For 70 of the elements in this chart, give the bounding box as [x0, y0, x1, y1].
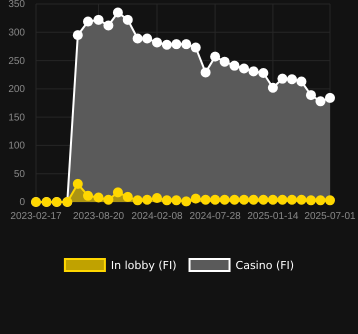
point [296, 194, 306, 205]
point [142, 34, 152, 44]
point [306, 195, 316, 206]
y-tick-label: 50 [14, 168, 26, 180]
point [103, 20, 114, 30]
point [268, 194, 278, 205]
legend-label: In lobby (FI) [110, 259, 177, 272]
point [171, 39, 182, 50]
point [239, 63, 250, 74]
point [142, 194, 152, 205]
point [229, 60, 240, 71]
y-tick-label: 200 [8, 84, 26, 96]
point [306, 90, 316, 100]
x-tick-label: 2025-07-01 [304, 211, 356, 222]
point [112, 7, 123, 18]
point [200, 194, 211, 205]
point [162, 40, 172, 50]
point [94, 192, 104, 202]
point [315, 96, 326, 106]
point [72, 178, 83, 189]
point [112, 187, 123, 198]
x-tick-label: 2023-08-20 [72, 211, 125, 222]
legend-label: Casino (FI) [236, 259, 294, 272]
point [277, 194, 288, 205]
point [286, 74, 297, 84]
y-tick-label: 350 [8, 0, 26, 10]
point [181, 196, 192, 206]
point [248, 66, 259, 76]
point [229, 194, 240, 205]
point [239, 194, 250, 205]
point [210, 194, 220, 205]
x-tick-label: 2025-01-14 [247, 211, 299, 222]
point [268, 82, 278, 93]
point [277, 74, 288, 84]
point [296, 76, 306, 87]
point [258, 68, 268, 78]
point [132, 195, 143, 206]
point [132, 34, 143, 44]
point [94, 14, 104, 25]
point [325, 195, 335, 206]
point [122, 14, 133, 25]
point [181, 39, 192, 50]
y-tick-label: 300 [8, 27, 26, 38]
point [171, 195, 182, 206]
point [103, 194, 114, 205]
point [83, 16, 93, 27]
point [190, 194, 201, 204]
point [220, 56, 230, 67]
x-tick-label: 2024-07-28 [190, 211, 242, 222]
y-tick-label: 250 [8, 56, 26, 67]
point [248, 194, 259, 205]
point [122, 192, 133, 202]
point [286, 194, 297, 205]
point [162, 195, 172, 206]
point [325, 92, 335, 103]
point [210, 52, 220, 62]
point [72, 30, 83, 40]
y-tick-label: 100 [8, 140, 26, 152]
point [190, 42, 201, 53]
point [220, 194, 230, 205]
x-tick-label: 2023-02-17 [10, 211, 62, 222]
x-tick-label: 2024-02-08 [131, 211, 184, 222]
point [152, 193, 162, 204]
point [200, 67, 211, 78]
point [258, 194, 268, 205]
y-tick-label: 150 [8, 112, 26, 124]
y-tick-label: 0 [19, 197, 26, 208]
point [315, 195, 326, 206]
point [83, 190, 93, 201]
point [152, 37, 162, 48]
